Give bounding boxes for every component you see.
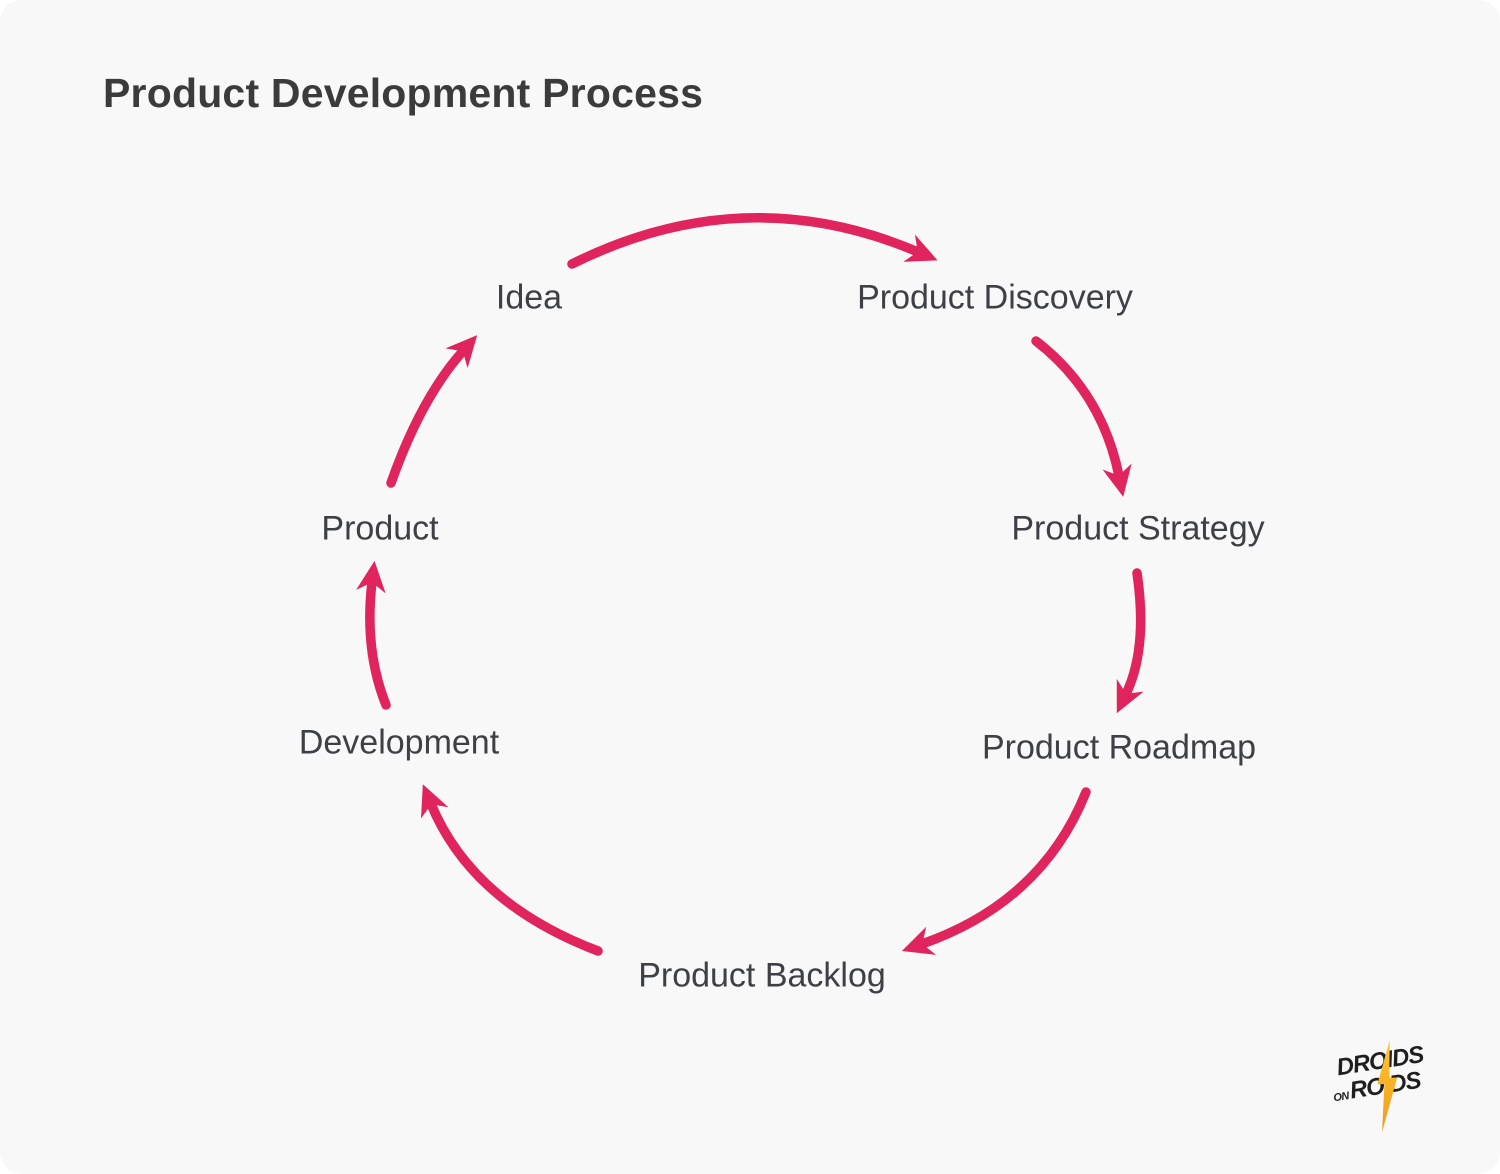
- page-title: Product Development Process: [103, 70, 704, 116]
- arrow-strategy-to-roadmap: [1116, 568, 1146, 714]
- step-label-product-strategy: Product Strategy: [1011, 509, 1265, 548]
- droids-on-roids-logo: DROIDS ON ROIDS: [1327, 1039, 1447, 1142]
- step-label-idea: Idea: [495, 278, 563, 317]
- arrow-discovery-to-strategy: [1031, 336, 1132, 497]
- step-label-development: Development: [298, 723, 500, 762]
- step-label-product-discovery: Product Discovery: [857, 278, 1133, 317]
- step-label-product-roadmap: Product Roadmap: [981, 728, 1257, 767]
- arrow-backlog-to-development: [420, 784, 603, 956]
- step-label-product-backlog: Product Backlog: [638, 956, 886, 995]
- logo-word-on: ON: [1332, 1090, 1350, 1105]
- arrow-roadmap-to-backlog: [901, 787, 1091, 955]
- arrow-development-to-product: [356, 560, 391, 710]
- arrow-product-to-idea: [386, 335, 478, 488]
- lightning-bolt-icon: [1377, 1039, 1398, 1133]
- step-label-product: Product: [321, 509, 439, 548]
- arrow-idea-to-discovery: [567, 213, 938, 269]
